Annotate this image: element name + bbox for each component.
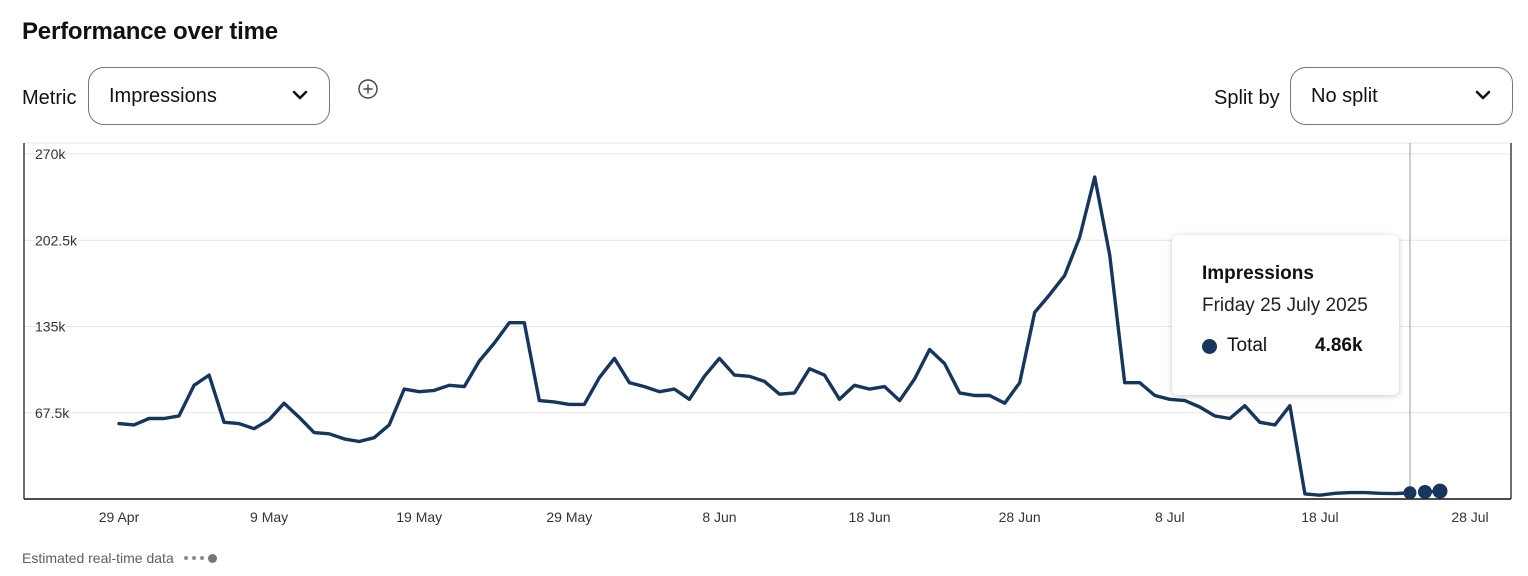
metric-label: Metric (22, 87, 77, 109)
x-tick-label: 8 Jun (702, 509, 736, 525)
chart-tooltip: Impressions Friday 25 July 2025 Total 4.… (1172, 235, 1399, 395)
add-metric-icon[interactable] (357, 78, 379, 100)
performance-line-chart[interactable]: 67.5k 135k 202.5k 270k 29 Apr 9 May 19 May 29 M… (0, 140, 1528, 540)
metric-dropdown[interactable]: Impressions (88, 67, 330, 125)
x-tick-label: 28 Jul (1451, 509, 1488, 525)
tooltip-date: Friday 25 July 2025 (1202, 295, 1368, 316)
split-by-label: Split by (1214, 87, 1280, 109)
x-tick-label: 19 May (396, 509, 442, 525)
dotted-line-icon (183, 553, 221, 563)
page-title: Performance over time (22, 18, 278, 45)
tooltip-value: 4.86k (1315, 335, 1363, 356)
x-tick-label: 8 Jul (1155, 509, 1185, 525)
y-tick-label: 135k (35, 319, 66, 335)
tooltip-series-name: Total (1227, 335, 1268, 356)
x-tick-label: 28 Jun (999, 509, 1041, 525)
estimated-data-label: Estimated real-time data (22, 550, 174, 566)
hover-point-marker (1403, 486, 1417, 500)
chevron-down-icon (1475, 90, 1491, 100)
tooltip-metric: Impressions (1202, 263, 1314, 284)
x-tick-label: 18 Jul (1301, 509, 1338, 525)
x-tick-label: 29 Apr (99, 509, 140, 525)
metric-dropdown-value: Impressions (109, 84, 217, 107)
estimated-point-marker (1432, 483, 1448, 499)
x-tick-label: 9 May (250, 509, 288, 525)
tooltip-row: Total 4.86k (1202, 335, 1369, 357)
y-tick-label: 270k (35, 146, 66, 162)
y-tick-label: 67.5k (35, 405, 70, 421)
series-dot-icon (1202, 338, 1217, 354)
y-tick-label: 202.5k (35, 232, 78, 248)
estimated-point-marker (1417, 484, 1432, 499)
split-by-dropdown-value: No split (1311, 84, 1378, 107)
split-by-dropdown[interactable]: No split (1290, 67, 1513, 125)
series-line-total (117, 175, 1412, 497)
x-tick-label: 18 Jun (849, 509, 891, 525)
estimated-data-legend: Estimated real-time data (22, 550, 221, 566)
x-tick-label: 29 May (546, 509, 592, 525)
chevron-down-icon (292, 90, 308, 100)
